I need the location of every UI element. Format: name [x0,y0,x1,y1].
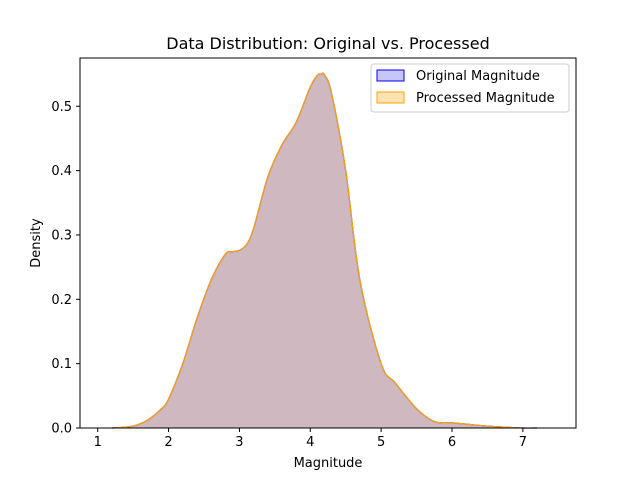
y-tick-label: 0.5 [51,100,72,115]
legend-label-original: Original Magnitude [416,69,540,84]
series-layer [111,72,538,429]
line-processed-magnitude [111,72,538,429]
legend-swatch-original [376,69,405,82]
legend-swatch-processed [376,91,405,104]
chart-title: Data Distribution: Original vs. Processe… [166,34,489,53]
plot-background [80,58,576,428]
y-axis-label: Density [29,218,44,268]
x-tick-label: 3 [235,435,243,450]
x-axis-label: Magnitude [294,456,363,471]
legend: Original Magnitude Processed Magnitude [370,63,570,113]
x-tick-label: 4 [306,435,314,450]
x-tick-label: 5 [377,435,385,450]
x-tick-label: 7 [519,435,527,450]
y-tick-label: 0.1 [51,357,72,372]
plot-frame [79,57,577,429]
x-axis: 1 2 3 4 5 6 7 [94,428,527,450]
legend-frame [370,63,570,113]
y-tick-label: 0.2 [51,293,72,308]
plot-area [79,57,577,429]
y-tick-label: 0.0 [51,422,72,437]
y-axis: 0.0 0.1 0.2 0.3 0.4 0.5 [51,100,80,437]
x-tick-label: 2 [164,435,172,450]
y-tick-label: 0.3 [51,228,72,243]
y-tick-label: 0.4 [51,164,72,179]
x-tick-label: 1 [94,435,102,450]
x-tick-label: 6 [448,435,456,450]
area-original-magnitude [111,73,538,429]
area-processed-magnitude [111,73,538,429]
legend-label-processed: Processed Magnitude [416,91,555,106]
